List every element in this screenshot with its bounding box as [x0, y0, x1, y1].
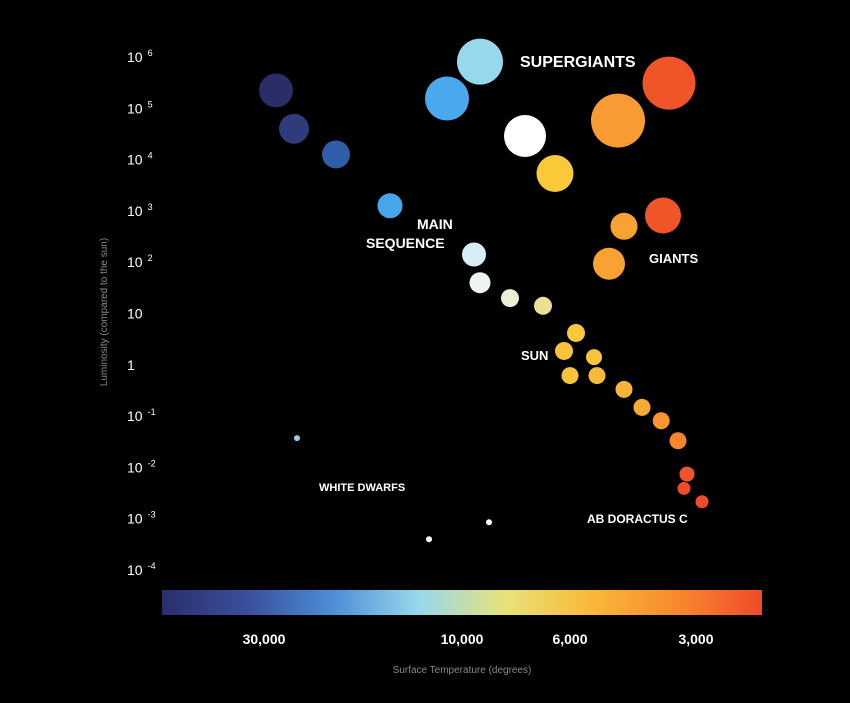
giants-point [645, 197, 681, 234]
y-tick-label: 10 -1 [127, 407, 156, 424]
supergiants-point [591, 93, 645, 148]
temperature-colorbar [162, 590, 762, 615]
main-sequence-point [695, 495, 709, 509]
main-sequence-point [615, 380, 633, 398]
y-tick-label: 10 5 [127, 99, 153, 116]
main-sequence-point [588, 367, 606, 385]
supergiants-point [504, 115, 546, 158]
x-tick-label: 6,000 [552, 631, 587, 647]
main-sequence-point [652, 412, 670, 430]
giants-point [593, 247, 625, 280]
x-tick-label: 3,000 [678, 631, 713, 647]
y-axis-title: Luminosity (compared to the sun) [99, 238, 110, 386]
main-sequence-point [279, 113, 309, 144]
x-axis-ticks: 30,000 10,000 6,000 3,000 [243, 631, 714, 647]
supergiants-point [457, 38, 503, 85]
y-tick-label: 10 -4 [127, 561, 156, 578]
label-supergiants: SUPERGIANTS [520, 54, 636, 71]
main-sequence-point [377, 193, 403, 219]
y-tick-label: 10 -3 [127, 510, 156, 527]
main-sequence-point [567, 323, 585, 342]
y-tick-label: 10 2 [127, 253, 153, 270]
main-sequence-point [561, 367, 579, 385]
label-white-dwarfs: WHITE DWARFS [319, 482, 405, 494]
y-tick-label: 10 6 [127, 48, 153, 65]
main-sequence-point [259, 73, 293, 108]
main-sequence-point [633, 398, 651, 416]
label-giants: GIANTS [649, 251, 698, 266]
label-ab-doractus-c: AB DORACTUS C [587, 512, 688, 526]
supergiants-point [642, 56, 696, 110]
white-dwarfs-point [426, 536, 432, 543]
star-points [259, 38, 709, 543]
main-sequence-point [462, 242, 486, 267]
main-sequence-point [677, 481, 691, 495]
main-sequence-point [469, 272, 491, 294]
main-sequence-point [586, 349, 602, 366]
supergiants-point [536, 154, 574, 192]
label-main-sequence-line1: MAIN [417, 216, 453, 232]
white-dwarfs-point [486, 519, 492, 526]
label-main-sequence-line2: SEQUENCE [366, 235, 445, 251]
y-tick-label: 1 [127, 357, 135, 373]
white-dwarfs-point [294, 435, 300, 442]
giants-point [610, 212, 638, 240]
y-tick-label: 10 4 [127, 151, 153, 168]
main-sequence-point [679, 466, 695, 482]
main-sequence-point [555, 341, 573, 360]
main-sequence-point [501, 289, 519, 308]
supergiants-point [425, 76, 469, 121]
y-tick-label: 10 -2 [127, 458, 156, 475]
group-labels: SUPERGIANTS MAIN SEQUENCE GIANTS SUN WHI… [319, 54, 698, 526]
x-tick-label: 30,000 [243, 631, 286, 647]
main-sequence-point [322, 140, 350, 169]
main-sequence-point [534, 296, 552, 315]
y-tick-label: 10 3 [127, 202, 153, 219]
x-tick-label: 10,000 [441, 631, 484, 647]
x-axis-title: Surface Temperature (degrees) [393, 665, 532, 676]
main-sequence-point [669, 432, 687, 450]
y-tick-label: 10 [127, 306, 143, 322]
label-sun: SUN [521, 348, 548, 363]
